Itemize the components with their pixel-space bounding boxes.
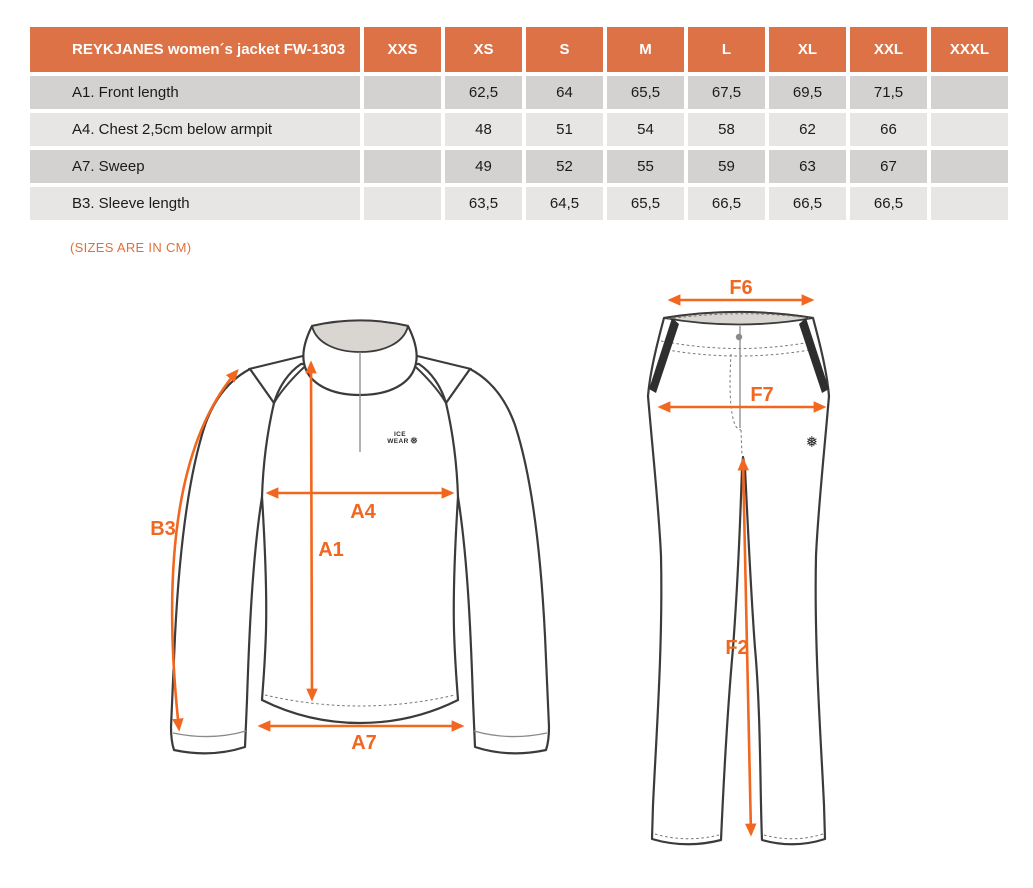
pants-waist-rim-stitch bbox=[667, 313, 810, 320]
size-cell: 66 bbox=[850, 113, 927, 146]
pants-left-hem-stitch bbox=[654, 833, 720, 840]
jacket-right-cuff bbox=[473, 730, 548, 738]
pants-drawing: ❅ F6 F7 F2 bbox=[646, 277, 831, 846]
size-header-l: L bbox=[688, 27, 765, 72]
b3-label: B3 bbox=[150, 518, 176, 540]
size-header-xl: XL bbox=[769, 27, 846, 72]
jacket-right-sleeve bbox=[444, 367, 551, 755]
snowflake-icon: ❅ bbox=[806, 433, 819, 451]
size-cell bbox=[931, 113, 1008, 146]
size-header-xs: XS bbox=[445, 27, 522, 72]
size-cell bbox=[931, 187, 1008, 220]
a1-label: A1 bbox=[318, 539, 344, 561]
sizes-in-cm-note: (SIZES ARE IN CM) bbox=[70, 240, 192, 255]
size-cell: 66,5 bbox=[688, 187, 765, 220]
size-header-xxs: XXS bbox=[364, 27, 441, 72]
header-row: REYKJANES women´s jacket FW-1303 XXS XS … bbox=[30, 27, 1008, 72]
table-row: B3. Sleeve length 63,5 64,5 65,5 66,5 66… bbox=[30, 187, 1008, 220]
size-cell: 63,5 bbox=[445, 187, 522, 220]
row-label: A1. Front length bbox=[30, 76, 360, 109]
f7-label: F7 bbox=[750, 384, 773, 406]
size-cell bbox=[931, 76, 1008, 109]
size-cell: 65,5 bbox=[607, 76, 684, 109]
size-cell: 52 bbox=[526, 150, 603, 183]
size-cell: 54 bbox=[607, 113, 684, 146]
size-cell: 69,5 bbox=[769, 76, 846, 109]
size-header-xxl: XXL bbox=[850, 27, 927, 72]
size-cell: 71,5 bbox=[850, 76, 927, 109]
pants-waistband-stitch-1 bbox=[660, 340, 817, 349]
jacket-drawing: ICE WEAR ❅ B3 A4 A1 A7 bbox=[150, 319, 551, 755]
size-cell bbox=[364, 113, 441, 146]
icewear-logo-line1: ICE bbox=[394, 431, 406, 438]
table-row: A1. Front length 62,5 64 65,5 67,5 69,5 … bbox=[30, 76, 1008, 109]
size-cell: 62,5 bbox=[445, 76, 522, 109]
pants-body bbox=[646, 310, 831, 846]
size-cell: 64,5 bbox=[526, 187, 603, 220]
pants-crotch-stitch bbox=[740, 429, 743, 457]
row-label: B3. Sleeve length bbox=[30, 187, 360, 220]
size-cell: 51 bbox=[526, 113, 603, 146]
size-cell: 65,5 bbox=[607, 187, 684, 220]
f6-label: F6 bbox=[729, 277, 752, 299]
icewear-logo-line2: WEAR bbox=[387, 438, 408, 445]
row-label: A4. Chest 2,5cm below armpit bbox=[30, 113, 360, 146]
size-cell bbox=[364, 76, 441, 109]
a4-label: A4 bbox=[350, 501, 376, 523]
size-cell: 48 bbox=[445, 113, 522, 146]
f2-arrow bbox=[737, 457, 757, 837]
size-cell: 59 bbox=[688, 150, 765, 183]
size-cell: 49 bbox=[445, 150, 522, 183]
size-cell: 67 bbox=[850, 150, 927, 183]
size-header-xxxl: XXXL bbox=[931, 27, 1008, 72]
jacket-left-cuff bbox=[172, 730, 247, 738]
size-header-s: S bbox=[526, 27, 603, 72]
snowflake-icon: ❅ bbox=[410, 436, 418, 447]
a7-label: A7 bbox=[351, 732, 377, 754]
size-cell: 66,5 bbox=[850, 187, 927, 220]
measurement-diagram: ICE WEAR ❅ B3 A4 A1 A7 ❅ F6 F7 F2 bbox=[150, 277, 831, 846]
f2-label: F2 bbox=[725, 637, 748, 659]
pants-left-pocket bbox=[649, 318, 679, 393]
size-cell bbox=[364, 187, 441, 220]
pants-waistband-stitch-2 bbox=[661, 348, 816, 357]
jacket-left-shoulder-seam bbox=[248, 353, 312, 370]
a1-arrow bbox=[305, 360, 318, 702]
b3-arrow bbox=[170, 369, 239, 732]
size-cell: 66,5 bbox=[769, 187, 846, 220]
table-row: A4. Chest 2,5cm below armpit 48 51 54 58… bbox=[30, 113, 1008, 146]
size-cell bbox=[931, 150, 1008, 183]
size-cell: 55 bbox=[607, 150, 684, 183]
size-header-m: M bbox=[607, 27, 684, 72]
pants-right-pocket bbox=[799, 318, 829, 393]
table-title: REYKJANES women´s jacket FW-1303 bbox=[30, 27, 360, 72]
jacket-left-sleeve bbox=[169, 367, 276, 755]
row-label: A7. Sweep bbox=[30, 150, 360, 183]
jacket-right-shoulder-seam bbox=[408, 353, 472, 370]
size-cell: 63 bbox=[769, 150, 846, 183]
size-cell: 64 bbox=[526, 76, 603, 109]
size-cell bbox=[364, 150, 441, 183]
size-cell: 62 bbox=[769, 113, 846, 146]
size-chart-table: REYKJANES women´s jacket FW-1303 XXS XS … bbox=[26, 23, 1012, 224]
jacket-collar-inner bbox=[311, 319, 409, 353]
size-cell: 67,5 bbox=[688, 76, 765, 109]
table-row: A7. Sweep 49 52 55 59 63 67 bbox=[30, 150, 1008, 183]
pants-button bbox=[735, 333, 743, 341]
jacket-hem-stitch bbox=[264, 694, 456, 707]
size-cell: 58 bbox=[688, 113, 765, 146]
